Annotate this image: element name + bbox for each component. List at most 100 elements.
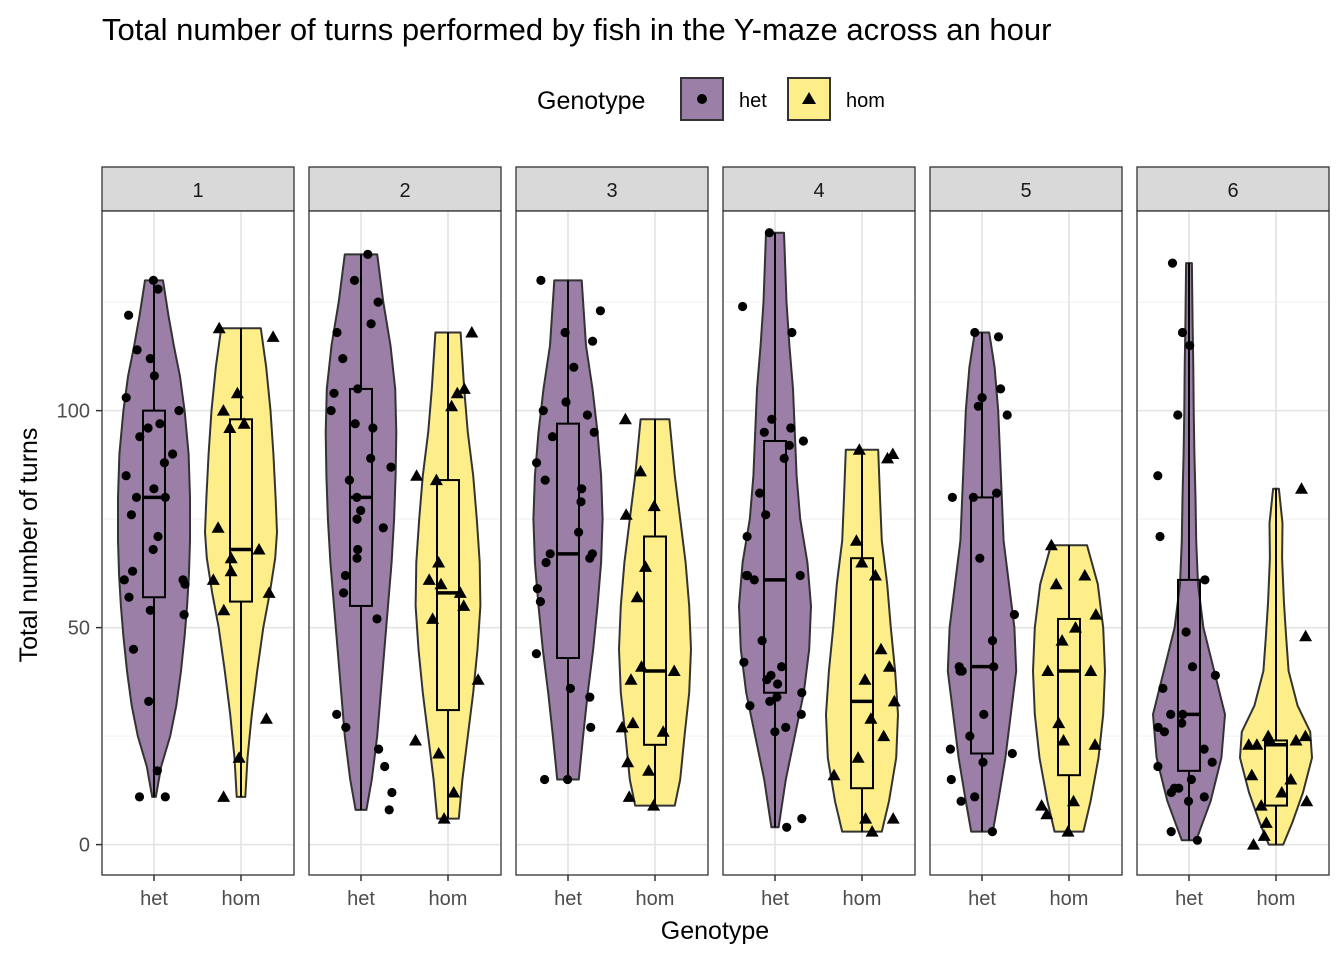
legend: Genotype het hom — [537, 77, 885, 121]
data-point — [1275, 786, 1289, 798]
data-point — [366, 453, 376, 463]
data-point — [585, 692, 595, 702]
legend-marker-hom — [802, 92, 816, 104]
data-point — [739, 657, 749, 667]
data-point — [1166, 827, 1176, 837]
x-tick-label: hom — [1257, 888, 1296, 910]
data-point — [353, 544, 363, 555]
data-point — [259, 712, 273, 724]
violin-hom — [618, 418, 692, 807]
data-point — [996, 384, 1006, 394]
data-point — [987, 827, 998, 837]
legend-marker-het — [697, 94, 707, 104]
data-point — [1259, 816, 1273, 828]
data-point — [786, 423, 796, 433]
data-point — [757, 636, 767, 646]
box-het — [763, 440, 787, 694]
data-point — [1009, 610, 1020, 620]
data-point — [432, 556, 446, 568]
facet-panel-6: 6 het hom — [1136, 166, 1330, 910]
data-point — [749, 575, 759, 585]
data-point — [1088, 738, 1102, 750]
data-point — [232, 751, 246, 763]
data-point — [993, 332, 1004, 342]
data-point — [349, 275, 360, 285]
data-point — [386, 462, 396, 472]
x-tick-label: hom — [843, 888, 882, 910]
data-point — [1044, 538, 1058, 551]
data-point — [741, 570, 752, 581]
facet-panel-2: 2 het hom — [308, 166, 502, 910]
data-point — [781, 722, 791, 733]
group-het — [1152, 258, 1226, 845]
x-tick-label: het — [140, 888, 168, 910]
data-point — [770, 727, 780, 737]
x-tick-label: hom — [1050, 888, 1089, 910]
facet-label: 3 — [606, 180, 617, 202]
data-point — [124, 310, 134, 320]
data-point — [619, 508, 633, 520]
data-point — [1284, 773, 1298, 785]
data-point — [422, 573, 436, 585]
facet-label: 6 — [1227, 180, 1238, 202]
data-point — [1295, 482, 1308, 494]
data-point — [777, 662, 787, 672]
data-point — [160, 792, 170, 802]
data-point — [946, 774, 956, 785]
group-het — [324, 249, 398, 815]
data-point — [545, 549, 555, 559]
group-hom — [1032, 538, 1106, 837]
data-point — [352, 492, 362, 502]
data-point — [1247, 838, 1260, 850]
data-point — [536, 275, 546, 285]
data-point — [1183, 796, 1194, 806]
data-point — [795, 570, 805, 581]
data-point — [1187, 662, 1198, 672]
data-point — [409, 734, 422, 746]
data-point — [855, 556, 869, 568]
data-point — [586, 722, 596, 733]
y-tick-label: 0 — [79, 835, 90, 857]
x-tick-label: hom — [222, 888, 261, 910]
data-point — [465, 326, 479, 338]
panel-border — [722, 210, 916, 876]
data-point — [589, 427, 599, 437]
data-point — [773, 679, 783, 689]
violin-hom — [414, 331, 482, 820]
data-point — [1159, 727, 1169, 737]
violin-het — [532, 279, 604, 781]
data-point — [1199, 792, 1209, 802]
group-het — [117, 275, 191, 802]
data-point — [119, 575, 129, 585]
data-point — [947, 492, 958, 502]
data-point — [647, 799, 661, 811]
data-point — [667, 664, 681, 676]
data-point — [588, 336, 598, 346]
data-point — [1174, 783, 1184, 793]
data-point — [1300, 794, 1314, 807]
panel-border — [1136, 210, 1330, 876]
data-point — [1078, 569, 1092, 581]
data-point — [434, 577, 448, 590]
data-point — [378, 523, 388, 533]
data-point — [180, 579, 190, 589]
data-point — [577, 484, 587, 494]
panel-border — [515, 210, 709, 876]
data-point — [1254, 799, 1268, 811]
data-point — [622, 790, 636, 802]
data-point — [865, 825, 879, 837]
data-point — [970, 327, 980, 338]
data-point — [1007, 748, 1017, 759]
x-tick-label: het — [554, 888, 582, 910]
data-point — [432, 747, 446, 759]
data-point — [144, 696, 154, 707]
data-point — [145, 354, 155, 364]
data-point — [223, 421, 237, 433]
box-het — [556, 422, 580, 660]
data-point — [1200, 575, 1210, 585]
data-point — [1067, 794, 1080, 807]
data-point — [1298, 729, 1312, 742]
data-point — [445, 399, 459, 412]
data-point — [429, 473, 443, 486]
